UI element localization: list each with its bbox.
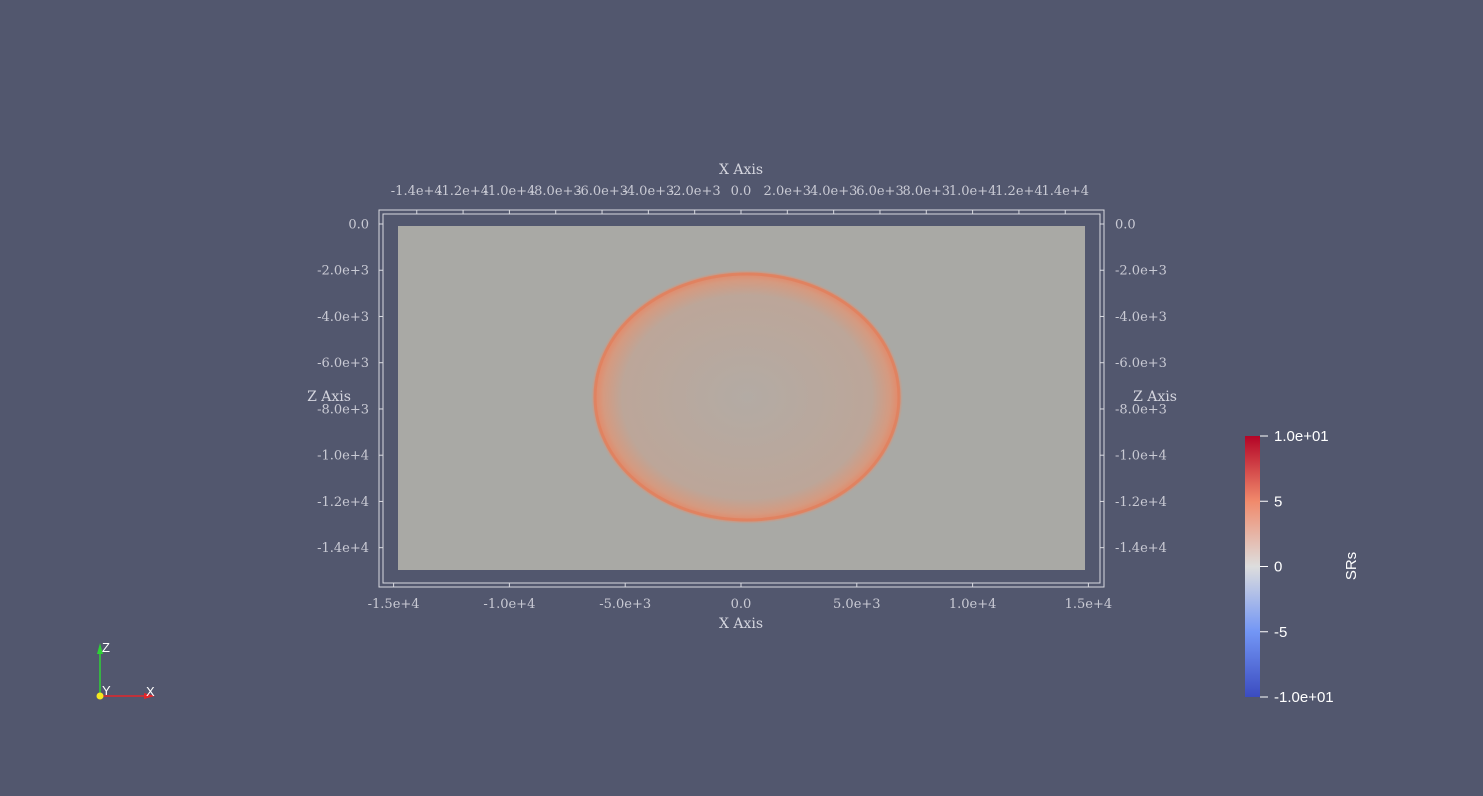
orientation-z-label: Z (102, 640, 110, 655)
z-left-tick-label: -4.0e+3 (317, 310, 369, 325)
x-bottom-tick-label: 5.0e+3 (833, 597, 881, 612)
x-bottom-tick-label: -1.5e+4 (368, 597, 420, 612)
orientation-x-label: X (146, 684, 155, 699)
z-axis-title-right: Z Axis (1133, 389, 1177, 405)
x-axis-bottom-ticks: -1.5e+4 -1.0e+4 -5.0e+3 0.0 5.0e+3 1.0e+4 1.5e… (368, 583, 1113, 612)
z-axis-right-ticks: 0.0 -2.0e+3 -4.0e+3 -6.0e+3 -8.0e+3 -1.0e+4 -1… (1100, 218, 1167, 556)
z-left-tick-label: -6.0e+3 (317, 356, 369, 371)
color-bar-tick-label: -5 (1274, 624, 1287, 641)
color-bar-ticks: 1.0e+01 5 0 -5 -1.0e+01 (1260, 428, 1334, 706)
x-top-tick-label: 1.4e+4 (1041, 184, 1089, 199)
z-right-tick-label: 0.0 (1115, 218, 1136, 233)
x-top-tick-label: 0.0 (731, 184, 752, 199)
x-bottom-tick-label: -5.0e+3 (599, 597, 651, 612)
z-axis-title-left: Z Axis (307, 389, 351, 405)
x-top-tick-label: 6.0e+3 (856, 184, 904, 199)
x-top-tick-label: -1.4e+4 (391, 184, 443, 199)
z-right-tick-label: -6.0e+3 (1115, 356, 1167, 371)
z-right-tick-label: -2.0e+3 (1115, 264, 1167, 279)
z-right-tick-label: -8.0e+3 (1115, 402, 1167, 417)
x-bottom-tick-label: 0.0 (731, 597, 752, 612)
x-axis-title-top: X Axis (719, 162, 763, 178)
z-axis-left-ticks: 0.0 -2.0e+3 -4.0e+3 -6.0e+3 -8.0e+3 -1.0e+4 -1… (317, 218, 383, 556)
x-top-tick-label: 4.0e+3 (810, 184, 858, 199)
orientation-axes: Z Y X (96, 640, 155, 700)
color-bar-tick-label: -1.0e+01 (1274, 689, 1334, 706)
color-bar-tick-label: 5 (1274, 493, 1282, 510)
color-bar (1245, 436, 1260, 697)
x-top-tick-label: -2.0e+3 (669, 184, 721, 199)
color-legend: 1.0e+01 5 0 -5 -1.0e+01 SRs (1245, 428, 1360, 706)
x-top-tick-label: -1.2e+4 (437, 184, 489, 199)
x-top-tick-label: -6.0e+3 (576, 184, 628, 199)
x-bottom-tick-label: 1.5e+4 (1065, 597, 1113, 612)
x-top-tick-label: 1.0e+4 (949, 184, 997, 199)
z-right-tick-label: -4.0e+3 (1115, 310, 1167, 325)
z-left-tick-label: -1.0e+4 (317, 449, 369, 464)
x-axis-top-ticks: -1.4e+4-1.2e+4-1.0e+4-8.0e+3-6.0e+3-4.0e… (391, 184, 1089, 214)
x-bottom-tick-label: 1.0e+4 (949, 597, 997, 612)
x-top-tick-label: 1.2e+4 (995, 184, 1043, 199)
x-top-tick-label: 8.0e+3 (903, 184, 951, 199)
orientation-y-label: Y (102, 683, 111, 698)
anomaly-ellipse (591, 270, 903, 524)
x-top-tick-label: -1.0e+4 (483, 184, 535, 199)
x-top-tick-label: 2.0e+3 (764, 184, 812, 199)
z-right-tick-label: -1.2e+4 (1115, 495, 1167, 510)
z-right-tick-label: -1.0e+4 (1115, 449, 1167, 464)
x-top-tick-label: -4.0e+3 (622, 184, 674, 199)
z-left-tick-label: -1.4e+4 (317, 541, 369, 556)
color-bar-tick-label: 1.0e+01 (1274, 428, 1329, 445)
color-bar-tick-label: 0 (1274, 559, 1282, 576)
x-top-tick-label: -8.0e+3 (530, 184, 582, 199)
z-left-tick-label: -1.2e+4 (317, 495, 369, 510)
z-left-tick-label: -2.0e+3 (317, 264, 369, 279)
z-right-tick-label: -1.4e+4 (1115, 541, 1167, 556)
z-left-tick-label: 0.0 (348, 218, 369, 233)
x-bottom-tick-label: -1.0e+4 (483, 597, 535, 612)
anomaly-ring-edge (593, 272, 901, 522)
color-bar-title: SRs (1343, 552, 1360, 580)
z-left-tick-label: -8.0e+3 (317, 402, 369, 417)
x-axis-title-bottom: X Axis (719, 616, 763, 632)
